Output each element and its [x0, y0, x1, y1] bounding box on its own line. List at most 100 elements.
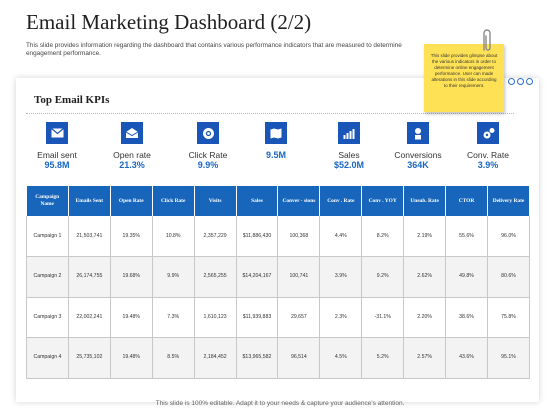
table-cell: Campaign 1: [26, 216, 69, 257]
table-cell: 2.62%: [403, 256, 447, 298]
table-cell: $14,204,167: [236, 256, 279, 298]
table-cell: 19.35%: [110, 216, 153, 257]
divider: [26, 113, 514, 114]
table-cell: 80.6%: [487, 256, 531, 298]
table-cell: 8.5%: [152, 337, 195, 379]
table-cell: 7.3%: [152, 297, 195, 338]
table-header-row: Campaign Name Emails Sent Open Rate Clic…: [26, 186, 531, 216]
kpi-click-rate: Click Rate 9.9%: [173, 122, 243, 171]
kpi-heading: Top Email KPIs: [34, 94, 110, 106]
kpi-label: Email sent: [37, 150, 77, 160]
kpi-label: Open rate: [113, 150, 151, 160]
table-cell: 75.8%: [487, 297, 531, 338]
column-header: Unsub. Rate: [403, 186, 447, 216]
table-cell: Campaign 2: [26, 256, 69, 298]
table-cell: 2,184,452: [194, 337, 237, 379]
table-cell: 43.6%: [445, 337, 488, 379]
table-cell: 8.2%: [361, 216, 405, 257]
column-header: Sales: [236, 186, 279, 216]
table-cell: 96.0%: [487, 216, 531, 257]
table-cell: Campaign 3: [26, 297, 69, 338]
page-description: This slide provides information regardin…: [26, 42, 402, 57]
table-cell: 55.6%: [445, 216, 488, 257]
kpi-label: Conv. Rate: [467, 150, 509, 160]
kpi-value: 9.9%: [197, 160, 219, 170]
kpi-value: $52.0M: [333, 160, 365, 170]
table-cell: Campaign 4: [26, 337, 69, 379]
kpi-sales: Sales $52.0M: [314, 122, 384, 171]
table-cell: 95.1%: [487, 337, 531, 379]
dot-icon: [526, 78, 533, 85]
table-cell: $11,886,430: [236, 216, 279, 257]
sticky-note: This slide provides glimpse about the va…: [424, 44, 504, 112]
table-cell: 21,503,741: [68, 216, 111, 257]
column-header: Delivery Rate: [487, 186, 531, 216]
column-header: Campaign Name: [26, 186, 69, 216]
bar-chart-icon: [338, 122, 360, 144]
kpi-label: Sales: [338, 150, 360, 160]
table-cell: 2.20%: [403, 297, 447, 338]
page-title: Email Marketing Dashboard (2/2): [26, 10, 312, 34]
footer-text: This slide is 100% editable. Adapt it to…: [155, 400, 405, 407]
campaign-table: Campaign Name Emails Sent Open Rate Clic…: [26, 186, 531, 379]
table-row: Campaign 2 26,174,755 19.68% 9.9% 2,565,…: [26, 256, 531, 298]
gears-icon: [477, 122, 499, 144]
table-cell: 2.3%: [319, 297, 363, 338]
kpi-open-rate: Open rate 21.3%: [97, 122, 167, 171]
table-cell: 4.5%: [319, 337, 363, 379]
table-cell: 100,741: [277, 256, 321, 298]
kpi-value: 364K: [407, 160, 429, 170]
column-header: Emails Sent: [68, 186, 111, 216]
table-cell: 22,002,241: [68, 297, 111, 338]
table-cell: 2.19%: [403, 216, 447, 257]
paperclip-icon: [481, 28, 493, 59]
table-cell: 25,735,102: [68, 337, 111, 379]
table-cell: 5.2%: [361, 337, 405, 379]
table-cell: 49.8%: [445, 256, 488, 298]
envelope-icon: [46, 122, 68, 144]
dot-icon: [508, 78, 515, 85]
table-cell: 2.57%: [403, 337, 447, 379]
table-cell: 29,657: [277, 297, 321, 338]
table-row: Campaign 4 25,735,102 19.48% 8.5% 2,184,…: [26, 337, 531, 379]
table-cell: 96,514: [277, 337, 321, 379]
table-cell: 1,610,123: [194, 297, 237, 338]
kpi-email-sent: Email sent 95.8M: [22, 122, 92, 171]
kpi-conversions: Conversions 364K: [383, 122, 453, 171]
column-header: Visits: [194, 186, 237, 216]
kpi-label: Conversions: [394, 150, 442, 160]
table-cell: 19.48%: [110, 297, 153, 338]
table-cell: 3.9%: [319, 256, 363, 298]
kpi-conv-rate: Conv. Rate 3.9%: [453, 122, 523, 171]
kpi-label: Click Rate: [188, 150, 228, 160]
table-cell: 19.68%: [110, 256, 153, 298]
table-cell: 2,357,229: [194, 216, 237, 257]
column-header: Conv . YOY: [361, 186, 405, 216]
table-cell: $13,965,582: [236, 337, 279, 379]
column-header: Click Rate: [152, 186, 195, 216]
table-cell: 4.4%: [319, 216, 363, 257]
table-cell: 10.8%: [152, 216, 195, 257]
table-cell: 9.9%: [152, 256, 195, 298]
column-header: Conv . Rate: [319, 186, 363, 216]
table-cell: 26,174,755: [68, 256, 111, 298]
map-icon: [265, 122, 287, 144]
pagination-dots: [508, 78, 533, 85]
kpi-visits: 9.5M: [241, 122, 311, 161]
table-cell: $11,939,883: [236, 297, 279, 338]
table-cell: 9.2%: [361, 256, 405, 298]
kpi-value: 3.9%: [477, 160, 499, 170]
dashboard-card: Top Email KPIs Email sent 95.8M Open rat…: [16, 78, 539, 402]
table-row: Campaign 1 21,503,741 19.35% 10.8% 2,357…: [26, 216, 531, 257]
at-sign-icon: [197, 122, 219, 144]
kpi-value: 95.8M: [44, 160, 70, 170]
column-header: CTOR: [445, 186, 488, 216]
table-cell: 100,368: [277, 216, 321, 257]
column-header: Open Rate: [110, 186, 153, 216]
table-cell: -31.1%: [361, 297, 405, 338]
conversion-icon: [407, 122, 429, 144]
table-cell: 2,565,255: [194, 256, 237, 298]
table-row: Campaign 3 22,002,241 19.48% 7.3% 1,610,…: [26, 297, 531, 338]
table-cell: 38.6%: [445, 297, 488, 338]
open-email-icon: [121, 122, 143, 144]
